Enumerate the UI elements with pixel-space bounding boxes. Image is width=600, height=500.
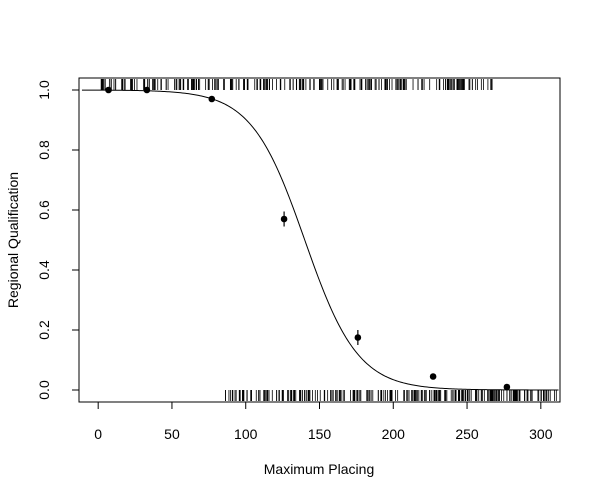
y-tick-label: 0.4 <box>36 260 52 280</box>
plot-frame <box>78 77 561 403</box>
data-point <box>503 383 511 391</box>
point-marker <box>429 373 437 380</box>
y-tick-label: 0.0 <box>36 380 52 400</box>
data-point <box>105 86 112 94</box>
rug-marks <box>100 79 557 401</box>
y-tick-label: 0.6 <box>36 200 52 220</box>
logistic-fit-curve <box>81 89 559 391</box>
x-tick-label: 300 <box>529 426 553 442</box>
x-tick-label: 150 <box>308 426 332 442</box>
y-axis: 0.0 0.2 0.4 0.6 0.8 1.0 <box>36 80 80 400</box>
y-axis-label: Regional Qualification <box>5 172 21 308</box>
x-axis: 0 50 100 150 200 250 300 <box>94 401 553 442</box>
point-marker <box>280 215 288 223</box>
x-tick-label: 50 <box>164 426 180 442</box>
y-tick-label: 1.0 <box>36 80 52 100</box>
data-point <box>208 95 216 103</box>
x-tick-label: 100 <box>234 426 258 442</box>
data-point <box>143 86 151 94</box>
x-tick-label: 200 <box>382 426 406 442</box>
data-points <box>105 86 511 391</box>
x-tick-label: 250 <box>455 426 479 442</box>
y-tick-label: 0.2 <box>36 320 52 340</box>
point-marker <box>208 95 216 103</box>
y-tick-label: 0.8 <box>36 140 52 160</box>
point-marker <box>354 334 362 341</box>
point-marker <box>503 383 511 391</box>
x-tick-label: 0 <box>94 426 102 442</box>
data-point <box>429 373 437 380</box>
data-point <box>280 211 288 227</box>
point-marker <box>105 86 112 94</box>
point-marker <box>143 86 151 94</box>
data-point <box>354 330 362 345</box>
x-axis-label: Maximum Placing <box>264 461 374 477</box>
